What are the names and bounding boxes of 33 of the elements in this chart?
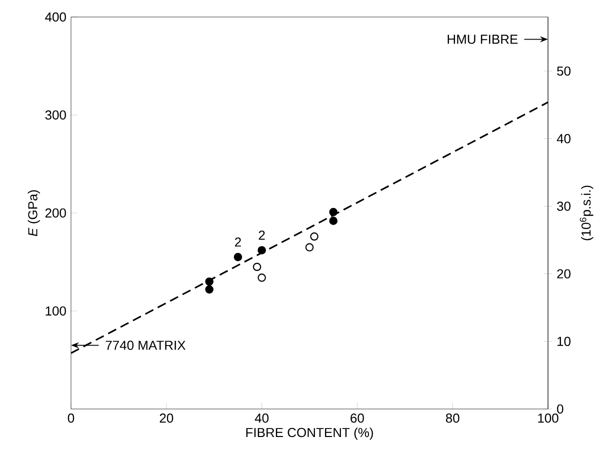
y-axis-title: E (GPa)	[28, 190, 40, 236]
annotation: 2	[235, 237, 241, 247]
point	[310, 232, 318, 241]
point	[258, 246, 266, 254]
y-tick-label: 300	[45, 110, 66, 120]
point	[205, 277, 214, 286]
y-tick-label: 400	[45, 12, 66, 22]
x-tick-label: 80	[446, 414, 460, 423]
y2-tick-label: 0	[557, 404, 564, 414]
x-tick-label: 40	[254, 414, 269, 423]
x-tick-label: 60	[350, 414, 364, 423]
x-tick-label: 0	[68, 414, 74, 423]
annotation: HMU FIBRE	[448, 34, 518, 44]
point	[305, 243, 314, 252]
y2-tick-label: 50	[557, 66, 570, 76]
y2-tick-label: 10	[558, 336, 570, 346]
x-tick-label: 100	[538, 414, 558, 423]
y2-tick-label: 30	[557, 202, 570, 211]
point	[205, 285, 214, 294]
x-tick-label: 20	[160, 414, 174, 423]
y2-tick-label: 20	[557, 269, 570, 278]
point	[234, 252, 242, 262]
y2-tick-label: 40	[556, 134, 570, 144]
point	[258, 274, 266, 282]
annotation: 2	[258, 230, 265, 240]
y2-axis-title: (10$^{6}$p.s.i.)	[580, 186, 594, 240]
point	[329, 216, 338, 225]
y-tick-label: 200	[45, 208, 66, 218]
point	[329, 208, 338, 216]
point	[252, 262, 262, 272]
y-tick-label: 100	[46, 306, 66, 316]
x-axis-title: FIBRE CONTENT (%)	[246, 428, 373, 440]
annotation: 7740 MATRIX	[106, 340, 186, 350]
